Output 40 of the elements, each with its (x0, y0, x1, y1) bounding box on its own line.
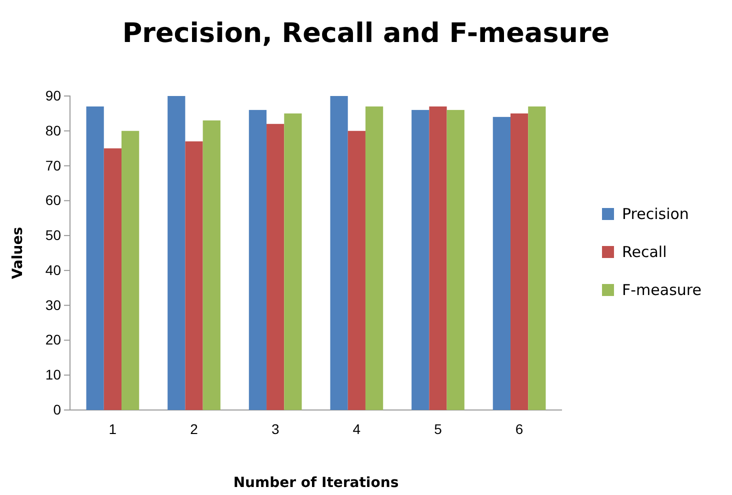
bar (168, 96, 186, 410)
bar (412, 110, 430, 410)
y-tick-label: 90 (45, 87, 62, 104)
bar (330, 96, 348, 410)
legend-label: Precision (622, 205, 689, 223)
legend-label: F-measure (622, 281, 702, 299)
y-tick-label: 30 (45, 296, 62, 313)
x-tick-label: 1 (108, 420, 117, 437)
bar (104, 148, 122, 410)
y-tick-label: 70 (45, 157, 62, 174)
bar (528, 106, 546, 410)
chart-title: Precision, Recall and F-measure (122, 18, 610, 49)
bar (365, 106, 384, 410)
bar (202, 120, 220, 410)
x-axis-title: Number of Iterations (233, 475, 399, 491)
bar (492, 116, 510, 410)
y-tick-label: 50 (45, 227, 62, 244)
y-tick-label: 60 (45, 192, 62, 208)
bar (122, 130, 140, 410)
bar (510, 113, 528, 410)
bar (348, 130, 366, 410)
y-tick-label: 80 (45, 122, 62, 138)
bar (86, 106, 104, 410)
legend-label: Recall (622, 243, 667, 261)
x-tick-label: 5 (434, 420, 442, 437)
bar (185, 141, 203, 410)
x-tick-label: 4 (352, 420, 361, 437)
y-axis-title: Values (10, 226, 26, 280)
y-tick-label: 10 (45, 366, 62, 383)
bar (446, 110, 464, 410)
bar (429, 106, 447, 410)
x-tick-label: 2 (190, 420, 198, 437)
bar (266, 124, 284, 410)
x-tick-label: 6 (515, 420, 524, 437)
bar (284, 113, 302, 410)
y-tick-label: 40 (45, 262, 62, 278)
x-tick-label: 3 (271, 420, 280, 437)
y-tick-label: 0 (53, 401, 62, 418)
bar (248, 110, 267, 410)
y-tick-label: 20 (45, 332, 62, 348)
